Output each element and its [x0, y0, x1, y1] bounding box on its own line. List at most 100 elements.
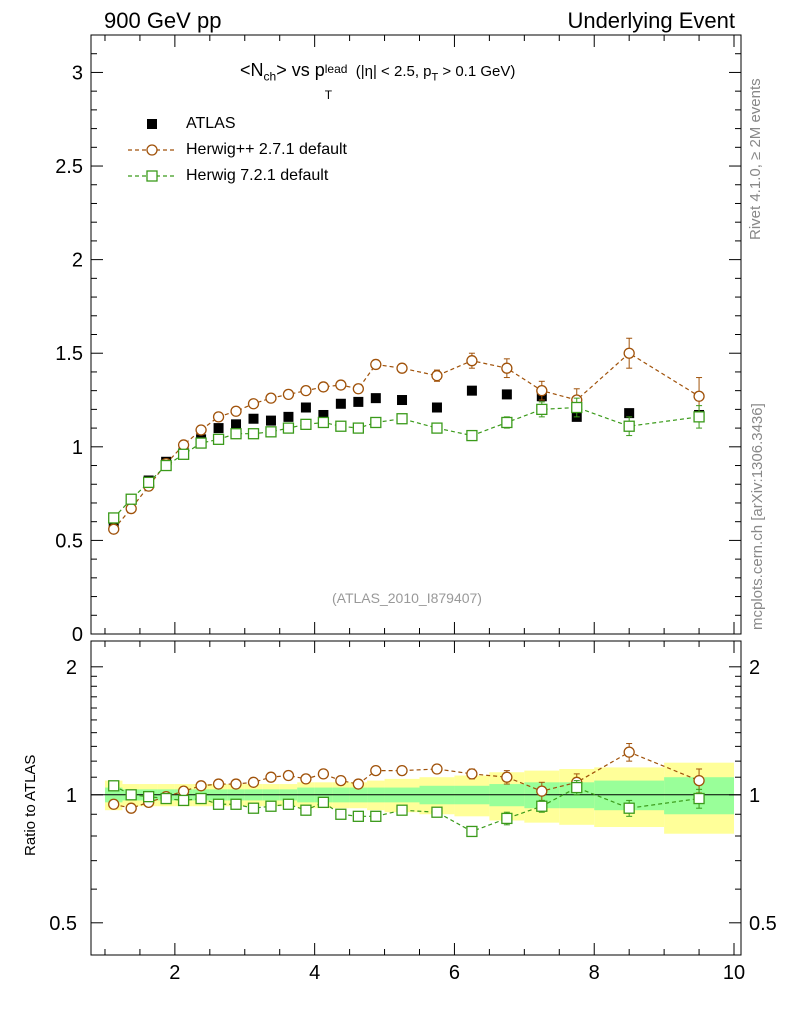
data-point: [231, 419, 242, 430]
data-point: [247, 428, 260, 440]
ratio-point: [195, 792, 207, 805]
data-point: [125, 502, 137, 515]
rivet-label: Rivet 4.1.0, ≥ 2M events: [747, 78, 764, 240]
data-point: [265, 426, 277, 438]
data-point: [335, 420, 347, 432]
ratio-plot-area: [90, 640, 742, 956]
ratio-point: [501, 771, 513, 783]
ratio-point: [396, 764, 408, 777]
ratio-point: [108, 780, 120, 792]
ratio-point: [623, 746, 635, 758]
legend-markers: [128, 119, 176, 182]
ratio-y-tick-label: 2: [66, 657, 77, 679]
data-point: [693, 411, 705, 423]
ratio-line: [113, 785, 700, 833]
data-point: [213, 423, 224, 434]
title-cuts-end: > 0.1 GeV): [438, 63, 516, 80]
title-cuts-T: T: [431, 71, 439, 84]
data-point: [317, 381, 330, 393]
ratio-point: [335, 808, 347, 820]
ratio-point: [108, 798, 120, 810]
data-point: [212, 433, 225, 445]
x-tick-label: 4: [309, 962, 320, 984]
ratio-point: [282, 769, 295, 782]
data-point: [466, 355, 478, 367]
ratio-y-tick-label-right: 2: [749, 657, 760, 679]
ratio-point: [265, 771, 277, 783]
ratio-point: [317, 796, 330, 808]
data-point: [397, 395, 408, 406]
y-tick-label: 3: [72, 62, 83, 84]
data-point: [300, 418, 312, 431]
y-tick-label: 2: [72, 250, 83, 272]
data-point: [300, 402, 311, 413]
data-point: [431, 370, 443, 382]
ratio-point: [693, 792, 705, 805]
x-tick-label: 8: [589, 962, 600, 984]
data-point: [300, 385, 312, 397]
ratio-point: [352, 810, 364, 822]
data-point: [536, 403, 548, 416]
data-point: [466, 385, 477, 396]
title-cuts: (|η| < 2.5, p: [355, 63, 432, 80]
data-point: [195, 424, 207, 436]
ratio-point: [396, 804, 408, 816]
data-point: [265, 392, 277, 404]
data-point: [282, 388, 295, 401]
ratio-point: [247, 776, 260, 788]
data-point: [247, 398, 260, 410]
legend-label-herwigpp: Herwig++ 2.7.1 default: [186, 141, 347, 158]
data-point: [283, 411, 294, 422]
y-tick-label: 1: [72, 437, 83, 459]
series-0: [108, 385, 705, 529]
x-tick-label: 10: [723, 962, 745, 984]
data-point: [352, 422, 364, 434]
data-point: [125, 493, 137, 505]
legend-label-atlas: ATLAS: [186, 115, 236, 132]
legend-marker-0: [147, 119, 157, 129]
data-point: [230, 428, 242, 440]
data-point: [177, 439, 190, 451]
legend-marker-1: [146, 144, 158, 156]
data-point: [624, 408, 635, 419]
ratio-point: [247, 802, 260, 814]
ratio-point: [370, 764, 382, 777]
series-2: [108, 397, 705, 838]
analysis-reference: (ATLAS_2010_I879407): [332, 590, 482, 606]
y-tick-label: 0: [72, 624, 83, 646]
data-point: [318, 409, 329, 420]
ratio-point: [501, 812, 513, 825]
series-1: [108, 337, 705, 814]
title-sup-lead: lead: [324, 62, 348, 76]
data-point: [108, 512, 120, 524]
data-point: [501, 362, 513, 374]
title-sub-ch: ch: [263, 69, 277, 84]
ratio-point: [370, 810, 382, 822]
ratio-y-tick-label-right: 0.5: [749, 913, 777, 935]
data-point: [108, 523, 120, 535]
ratio-point: [125, 789, 137, 801]
ratio-point: [352, 778, 364, 790]
data-point: [396, 362, 408, 374]
data-point: [335, 379, 347, 391]
data-point: [466, 429, 478, 442]
ratio-point: [536, 800, 548, 812]
ratio-point: [212, 778, 225, 790]
data-point: [370, 393, 381, 404]
data-point: [536, 385, 548, 397]
ratio-ylabel: Ratio to ATLAS: [22, 754, 39, 856]
data-point: [160, 459, 172, 472]
data-series: [108, 337, 705, 838]
ratio-point: [300, 773, 312, 785]
header-right: Underlying Event: [567, 8, 735, 33]
ratio-point: [230, 778, 242, 790]
data-point: [396, 413, 408, 425]
header-left: 900 GeV pp: [104, 8, 222, 33]
data-point: [335, 398, 346, 409]
data-point: [230, 405, 242, 417]
legend-label-herwig7: Herwig 7.2.1 default: [186, 167, 329, 184]
data-point: [623, 420, 635, 432]
data-point: [431, 422, 443, 434]
ratio-point: [195, 780, 207, 792]
ratio-point: [300, 804, 312, 816]
